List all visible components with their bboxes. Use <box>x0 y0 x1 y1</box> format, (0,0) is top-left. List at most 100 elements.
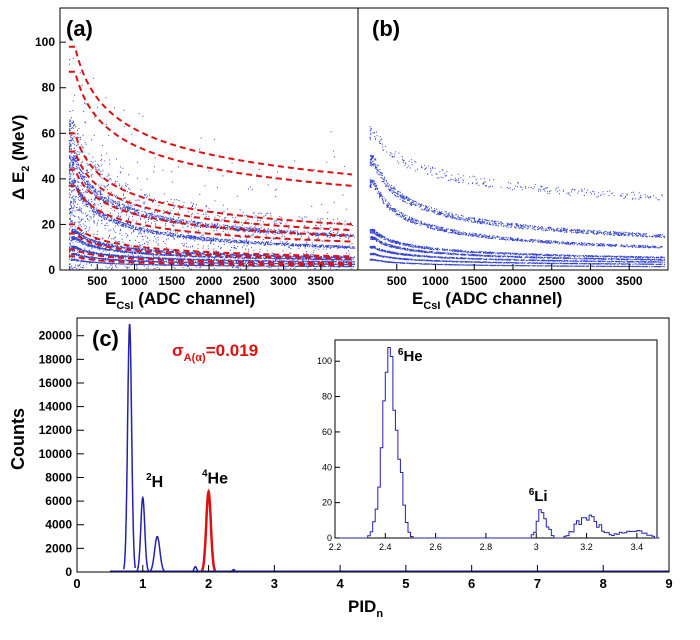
x-tick-label: 8 <box>600 576 607 591</box>
y-tick-label: 8000 <box>45 470 72 484</box>
x-tick-label: 2500 <box>233 274 260 288</box>
inset: 2.2 2.4 2.6 2.8 3 3.2 3.4 0 20 40 60 80 100 6He 6Li <box>317 339 660 552</box>
inset-y-tick-label: 60 <box>322 427 332 437</box>
x-tick-label: 9 <box>665 576 672 591</box>
y-tick-label: 18000 <box>39 352 73 366</box>
panel-c-x-axis-title: PIDn <box>348 597 383 620</box>
x-tick-label: 3500 <box>616 274 643 288</box>
panel-c: 0 1 2 3 4 5 6 7 8 9 0 2000 4000 6000 8000 10000 12000 140… <box>8 317 673 620</box>
x-tick-label: 2 <box>205 576 212 591</box>
y-tick-label: 0 <box>48 263 55 277</box>
panel-c-label: (c) <box>92 326 119 351</box>
x-tick-label: 6 <box>468 576 475 591</box>
sigma-annotation: σA(α)=0.019 <box>172 341 258 364</box>
cut-line <box>68 255 353 267</box>
panel-b: 500 1000 1500 2000 2500 3000 3500 (b) ECsI (AD… <box>357 7 669 312</box>
panel-c-y-axis-title: Counts <box>8 408 28 470</box>
panel-b-frame <box>357 7 669 271</box>
panel-a-cut-lines <box>68 45 353 267</box>
panel-b-ticks: 500 1000 1500 2000 2500 3000 3500 <box>387 264 643 288</box>
peak-line <box>122 323 137 570</box>
x-tick-label: 3 <box>271 576 278 591</box>
inset-peak-label: 6He <box>398 347 423 365</box>
cut-line <box>68 132 353 226</box>
peak-label: 4He <box>202 468 228 487</box>
x-tick-label: 500 <box>87 274 107 288</box>
panel-c-ticks: 0 1 2 3 4 5 6 7 8 9 0 2000 4000 6000 8000 10000 12000 140… <box>39 329 673 591</box>
panel-a-ticks: 500 1000 1500 2000 2500 3000 3500 0 20 40 60 80 100 <box>35 35 334 288</box>
x-tick-label: 1000 <box>422 274 449 288</box>
panel-a-y-axis-title: Δ E2 (MeV) <box>9 115 32 200</box>
peak-line <box>148 535 166 573</box>
x-tick-label: 4 <box>336 576 344 591</box>
y-tick-label: 6000 <box>45 494 72 508</box>
peak-line <box>200 488 217 572</box>
inset-y-tick-label: 0 <box>327 533 332 543</box>
cut-line <box>68 232 352 260</box>
panel-a-label: (a) <box>66 16 93 41</box>
peak-label: 2H <box>146 472 163 491</box>
cut-line <box>68 168 353 237</box>
y-tick-label: 10000 <box>39 447 73 461</box>
x-tick-label: 3500 <box>307 274 334 288</box>
y-tick-label: 2000 <box>45 541 72 555</box>
y-tick-label: 60 <box>42 126 56 140</box>
b-points-dots <box>369 126 666 268</box>
y-tick-label: 12000 <box>39 423 73 437</box>
cut-line <box>68 70 353 187</box>
panel-b-x-axis-title: ECsI (ADC channel) <box>412 289 562 312</box>
inset-x-tick-label: 2.6 <box>429 542 442 552</box>
panel-b-label: (b) <box>372 16 400 41</box>
inset-x-tick-label: 2.2 <box>329 542 342 552</box>
inset-histogram-line <box>335 347 660 539</box>
inset-y-tick-label: 20 <box>322 498 332 508</box>
x-tick-label: 2500 <box>538 274 565 288</box>
panel-a-frame <box>59 7 359 271</box>
inset-frame <box>334 339 658 539</box>
inset-x-tick-label: 2.8 <box>480 542 493 552</box>
x-tick-label: 1500 <box>158 274 185 288</box>
panel-b-scatter-points <box>369 126 666 268</box>
y-tick-label: 16000 <box>39 376 73 390</box>
x-tick-label: 500 <box>387 274 407 288</box>
panel-c-frame <box>76 317 670 573</box>
y-tick-label: 0 <box>65 565 72 579</box>
inset-ticks: 2.2 2.4 2.6 2.8 3 3.2 3.4 0 20 40 60 80 100 <box>317 356 643 552</box>
x-tick-label: 7 <box>534 576 541 591</box>
cut-line <box>68 45 353 176</box>
cut-line <box>68 150 353 232</box>
inset-x-tick-label: 2.4 <box>379 542 392 552</box>
x-tick-label: 3000 <box>577 274 604 288</box>
y-tick-label: 20000 <box>39 329 73 343</box>
panel-a: 500 1000 1500 2000 2500 3000 3500020406080100 … <box>9 7 359 312</box>
inset-y-tick-label: 80 <box>322 392 332 402</box>
inset-x-tick-label: 3.4 <box>631 542 644 552</box>
panel-c-peak-labels: 2H 4He <box>146 468 228 491</box>
x-tick-label: 1 <box>139 576 146 591</box>
cut-line <box>68 223 353 258</box>
y-tick-label: 80 <box>42 81 56 95</box>
x-tick-label: 3000 <box>270 274 297 288</box>
panel-a-scatter-points <box>68 57 356 271</box>
peak-line <box>136 495 150 572</box>
inset-x-tick-label: 3 <box>534 542 539 552</box>
inset-y-tick-label: 100 <box>317 356 332 366</box>
y-tick-label: 14000 <box>39 400 73 414</box>
inset-x-tick-label: 3.2 <box>580 542 593 552</box>
cut-line <box>68 184 353 243</box>
x-tick-label: 1000 <box>121 274 148 288</box>
inset-peak-labels: 6He 6Li <box>398 347 548 505</box>
x-tick-label: 0 <box>73 576 80 591</box>
x-tick-label: 2000 <box>500 274 527 288</box>
y-tick-label: 4000 <box>45 518 72 532</box>
inset-y-tick-label: 40 <box>322 462 332 472</box>
y-tick-label: 40 <box>42 172 56 186</box>
y-tick-label: 20 <box>42 217 56 231</box>
cut-line <box>68 248 352 265</box>
x-tick-label: 2000 <box>196 274 223 288</box>
panel-a-x-axis-title: ECsI (ADC channel) <box>105 289 255 312</box>
y-tick-label: 100 <box>35 35 55 49</box>
a-points-dots <box>68 57 356 271</box>
x-tick-label: 1500 <box>461 274 488 288</box>
